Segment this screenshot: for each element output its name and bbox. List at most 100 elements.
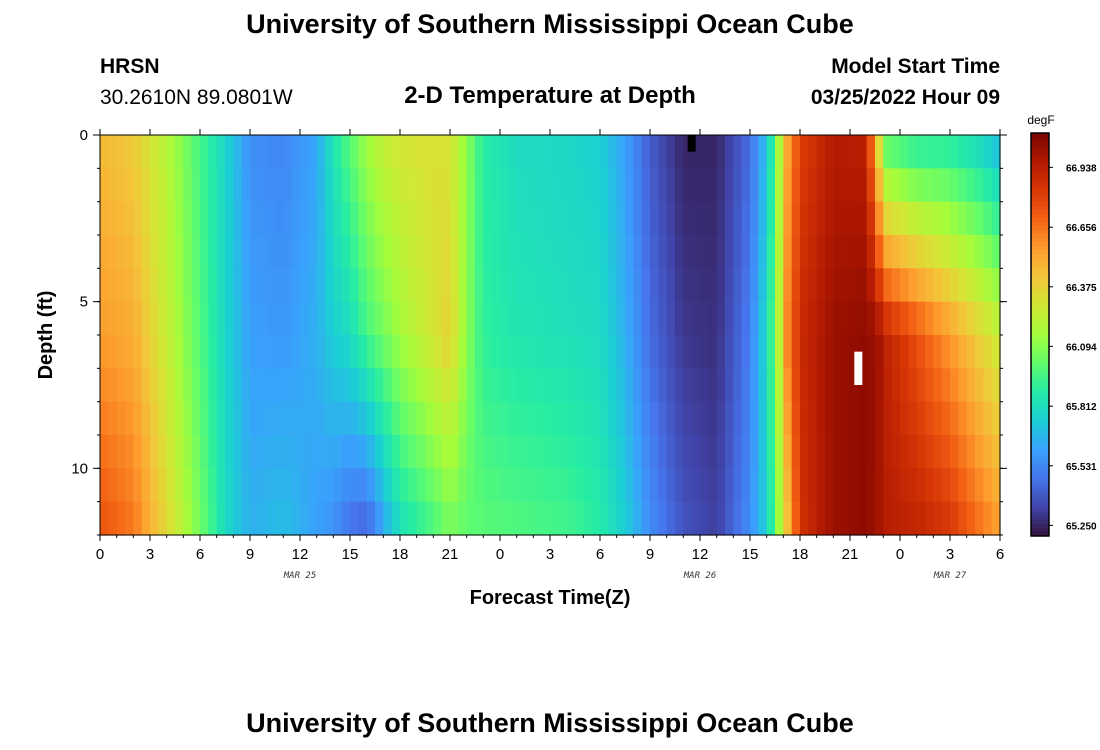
heatmap-cell <box>616 435 626 469</box>
x-tick-label: 6 <box>196 546 204 563</box>
heatmap-cell <box>316 168 326 203</box>
heatmap-cell <box>408 501 418 536</box>
colorbar-swatch <box>1031 447 1049 452</box>
heatmap-cell <box>691 368 701 403</box>
heatmap-cell <box>833 201 843 236</box>
heatmap-cell <box>158 401 168 436</box>
heatmap-cell <box>583 435 593 469</box>
heatmap-cell <box>341 168 351 203</box>
heatmap-cell <box>958 501 968 536</box>
heatmap-cell <box>200 168 209 203</box>
heatmap-cell <box>458 435 468 469</box>
heatmap-cell <box>316 301 326 336</box>
heatmap-cell <box>341 335 351 369</box>
colorbar-swatch <box>1031 394 1049 400</box>
colorbar-swatch <box>1031 531 1049 537</box>
heatmap-cell <box>225 401 234 436</box>
colorbar-swatch <box>1031 302 1049 307</box>
heatmap-cell <box>550 435 559 469</box>
heatmap-cell <box>950 435 959 469</box>
heatmap-cell <box>933 235 943 269</box>
heatmap-cell <box>200 201 209 236</box>
heatmap-cell <box>825 235 834 269</box>
heatmap-cell <box>766 301 776 336</box>
heatmap-cell <box>516 168 526 203</box>
heatmap-cell <box>241 201 251 236</box>
x-tick-label: 18 <box>792 546 809 563</box>
heatmap-cell <box>816 401 826 436</box>
heatmap-cell <box>966 135 976 169</box>
heatmap-cell <box>741 235 751 269</box>
heatmap-cell <box>866 301 876 336</box>
heatmap-cell <box>500 301 509 336</box>
heatmap-cell <box>691 201 701 236</box>
colorbar-swatch <box>1031 169 1049 174</box>
heatmap-cell <box>491 501 501 536</box>
heatmap-cell <box>858 135 868 169</box>
heatmap-cell <box>841 368 851 403</box>
heatmap-cell <box>741 435 751 469</box>
heatmap-cell <box>283 235 293 269</box>
heatmap-cell <box>750 501 759 536</box>
heatmap-cell <box>675 301 684 336</box>
colorbar-swatch <box>1031 181 1049 186</box>
heatmap-cell <box>275 201 284 236</box>
heatmap-cell <box>725 368 734 403</box>
heatmap-cell <box>250 335 259 369</box>
heatmap-cell <box>891 368 901 403</box>
heatmap-cell <box>391 268 401 303</box>
heatmap-cell <box>183 368 193 403</box>
heatmap-cell <box>300 301 309 336</box>
heatmap-cell <box>866 401 876 436</box>
x-tick-label: 3 <box>946 546 954 563</box>
heatmap-cell <box>525 468 534 503</box>
heatmap-cell <box>450 335 459 369</box>
heatmap-cell <box>266 268 276 303</box>
heatmap-cell <box>108 301 118 336</box>
heatmap-cell <box>775 501 784 536</box>
heatmap-cell <box>741 335 751 369</box>
heatmap-cell <box>958 435 968 469</box>
heatmap-cell <box>791 435 801 469</box>
heatmap-cell <box>350 201 359 236</box>
heatmap-cell <box>508 168 518 203</box>
colorbar-swatch <box>1031 153 1049 158</box>
colorbar-tick-label: 66.938 <box>1066 163 1097 174</box>
heatmap-cell <box>666 501 676 536</box>
heatmap-cell <box>516 235 526 269</box>
heatmap-cell <box>308 368 318 403</box>
heatmap-cell <box>908 435 918 469</box>
heatmap-cell <box>733 368 743 403</box>
heatmap-cell <box>650 368 659 403</box>
heatmap-cell <box>550 135 559 169</box>
heatmap-cell <box>316 268 326 303</box>
heatmap-cell <box>133 468 143 503</box>
heatmap-cell <box>300 401 309 436</box>
heatmap-cell <box>258 368 268 403</box>
heatmap-cell <box>425 335 434 369</box>
heatmap-cell <box>483 435 493 469</box>
heatmap-cell <box>766 235 776 269</box>
heatmap-cell <box>625 301 634 336</box>
heatmap-cell <box>925 435 934 469</box>
heatmap-cell <box>908 301 918 336</box>
heatmap-cell <box>800 301 809 336</box>
colorbar-swatch <box>1031 455 1049 460</box>
heatmap-cell <box>841 501 851 536</box>
heatmap-cell <box>641 368 651 403</box>
heatmap-cell <box>391 168 401 203</box>
heatmap-cell <box>358 301 368 336</box>
heatmap-cell <box>275 168 284 203</box>
heatmap-cell <box>908 235 918 269</box>
heatmap-cell <box>241 235 251 269</box>
heatmap-cell <box>408 468 418 503</box>
heatmap-cell <box>341 435 351 469</box>
colorbar-swatch <box>1031 499 1049 505</box>
heatmap-cell <box>591 435 601 469</box>
heatmap-cell <box>233 501 243 536</box>
heatmap-cell <box>125 201 134 236</box>
heatmap-cell <box>441 468 451 503</box>
heatmap-cell <box>100 135 109 169</box>
heatmap-cell <box>533 401 543 436</box>
heatmap-cell <box>216 435 226 469</box>
